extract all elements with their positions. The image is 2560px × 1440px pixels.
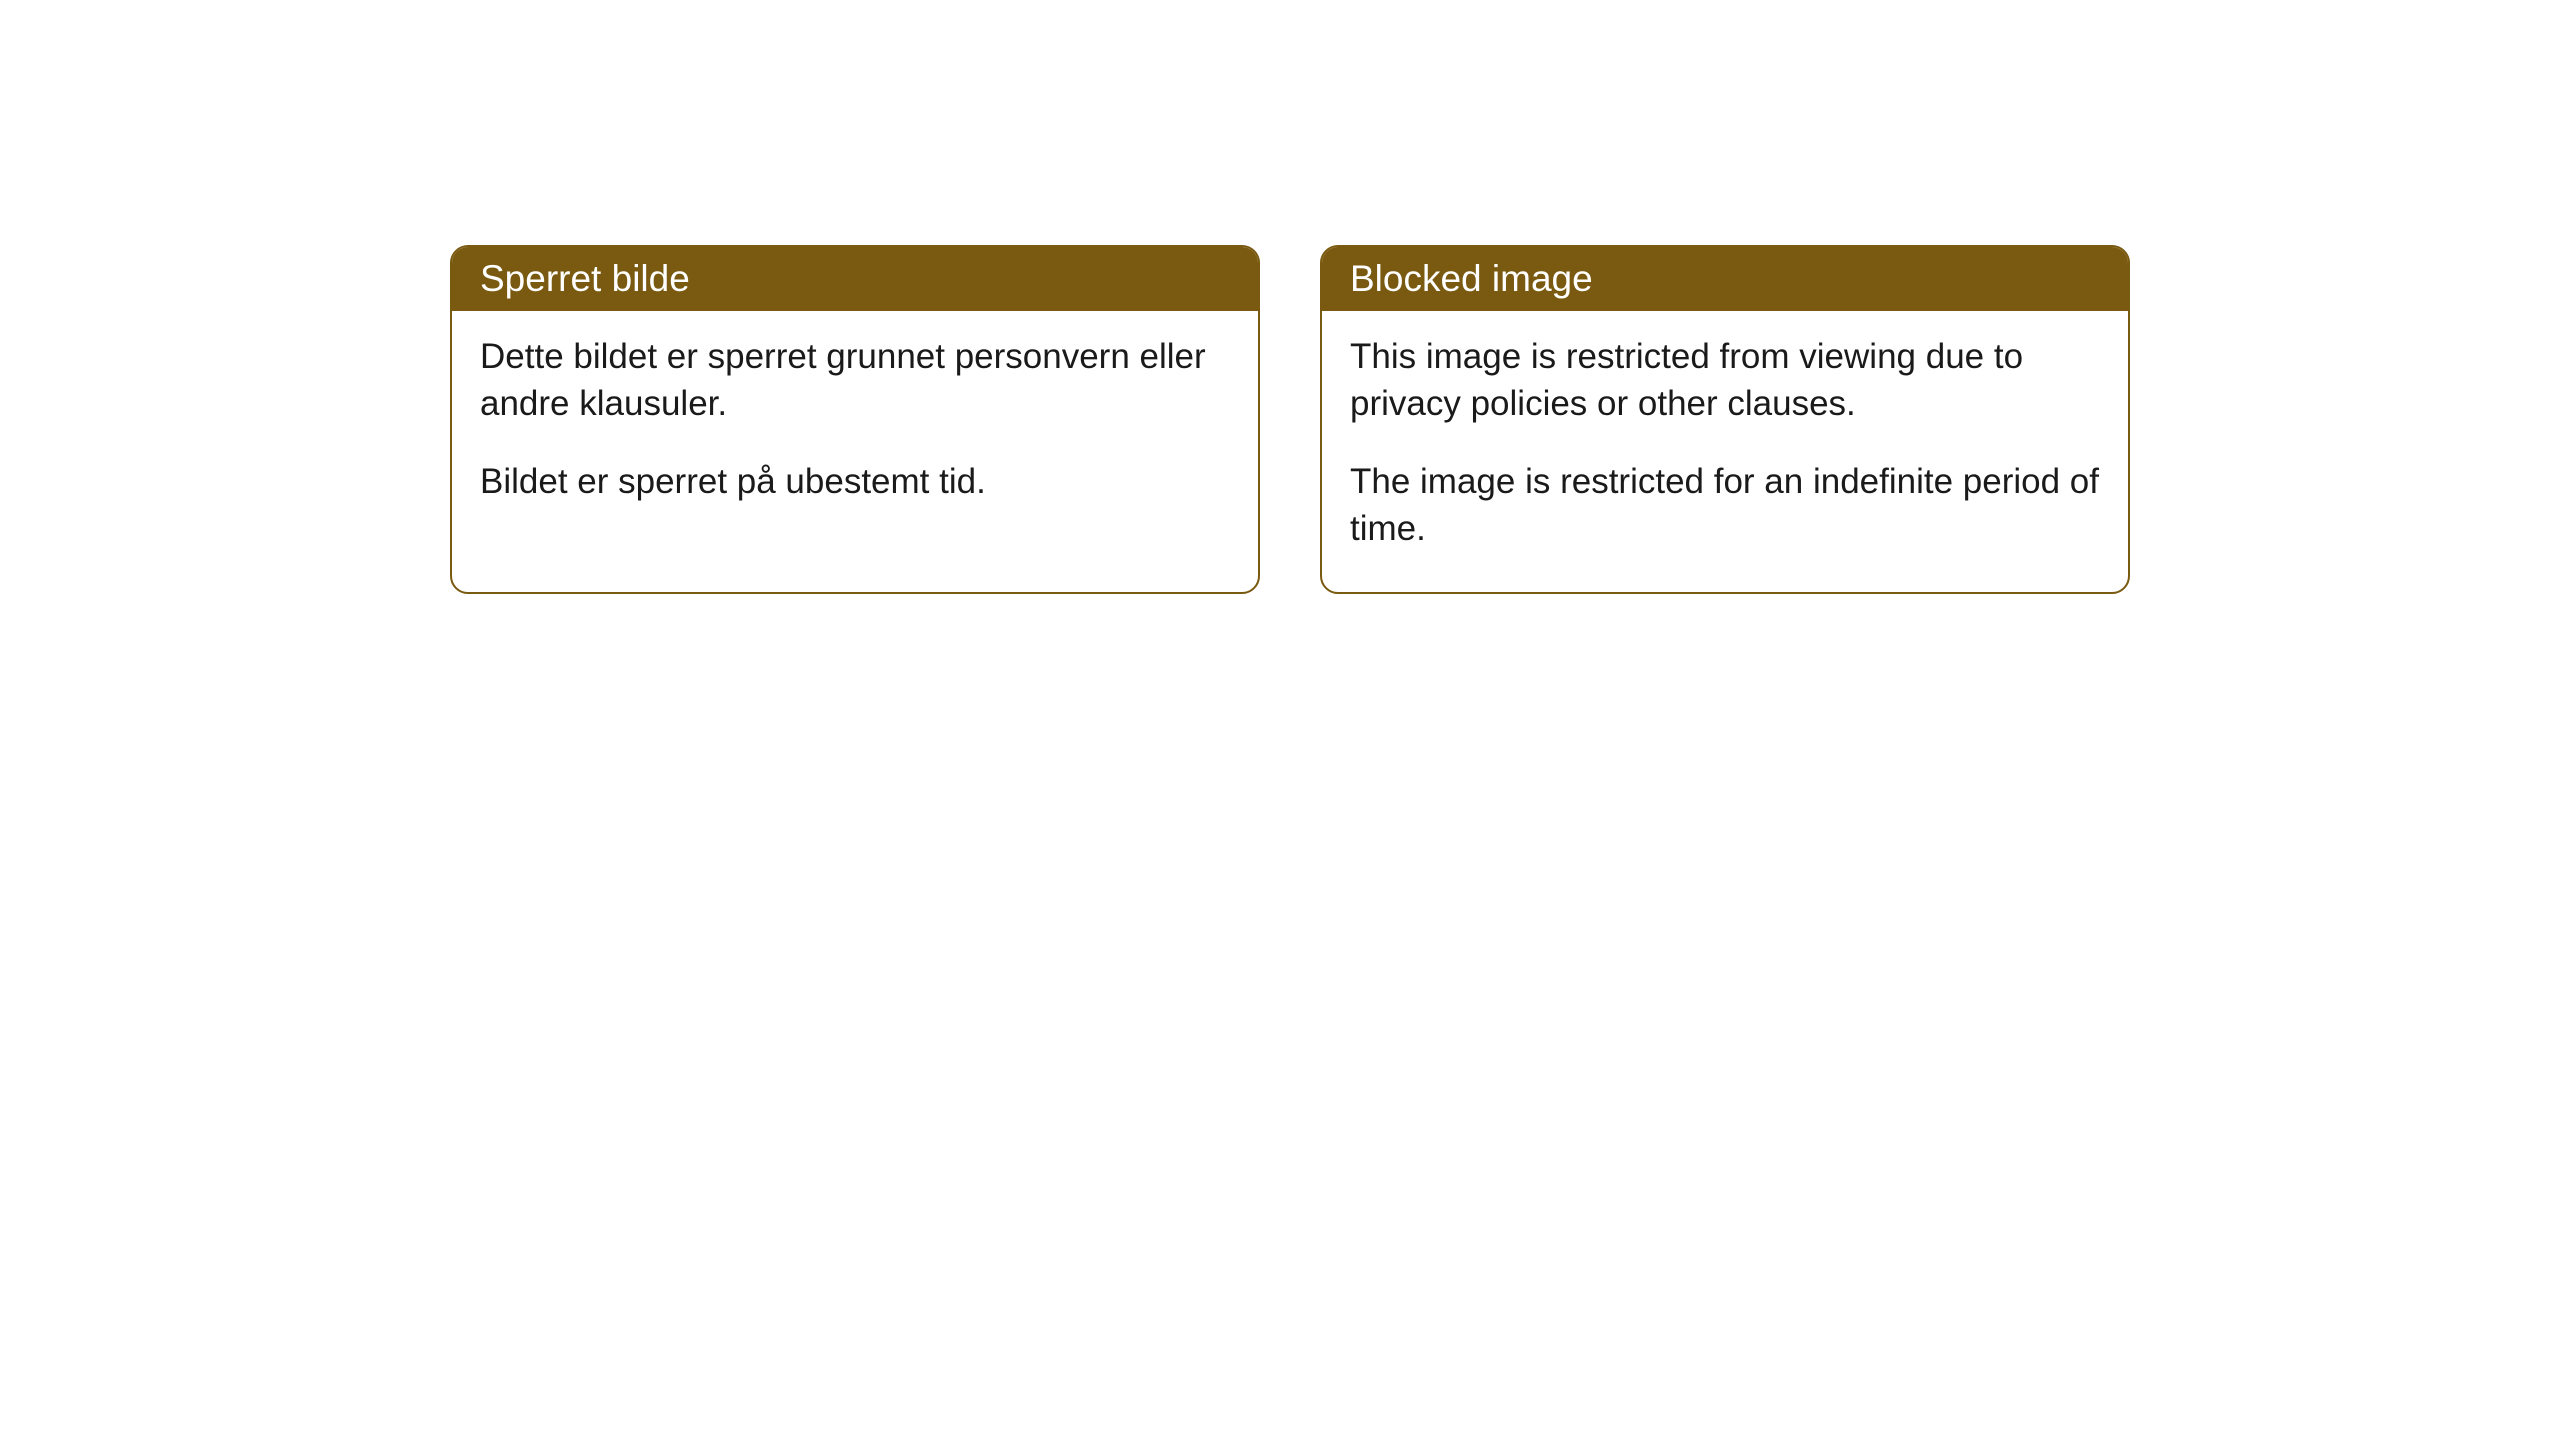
card-paragraph2-english: The image is restricted for an indefinit… xyxy=(1350,458,2100,553)
card-title-english: Blocked image xyxy=(1350,258,1593,299)
card-paragraph2-norwegian: Bildet er sperret på ubestemt tid. xyxy=(480,458,1230,505)
card-paragraph1-english: This image is restricted from viewing du… xyxy=(1350,333,2100,428)
card-header-english: Blocked image xyxy=(1322,247,2128,311)
blocked-image-card-english: Blocked image This image is restricted f… xyxy=(1320,245,2130,594)
card-body-norwegian: Dette bildet er sperret grunnet personve… xyxy=(452,311,1258,545)
card-header-norwegian: Sperret bilde xyxy=(452,247,1258,311)
card-title-norwegian: Sperret bilde xyxy=(480,258,690,299)
card-paragraph1-norwegian: Dette bildet er sperret grunnet personve… xyxy=(480,333,1230,428)
cards-container: Sperret bilde Dette bildet er sperret gr… xyxy=(450,245,2130,594)
card-body-english: This image is restricted from viewing du… xyxy=(1322,311,2128,592)
blocked-image-card-norwegian: Sperret bilde Dette bildet er sperret gr… xyxy=(450,245,1260,594)
